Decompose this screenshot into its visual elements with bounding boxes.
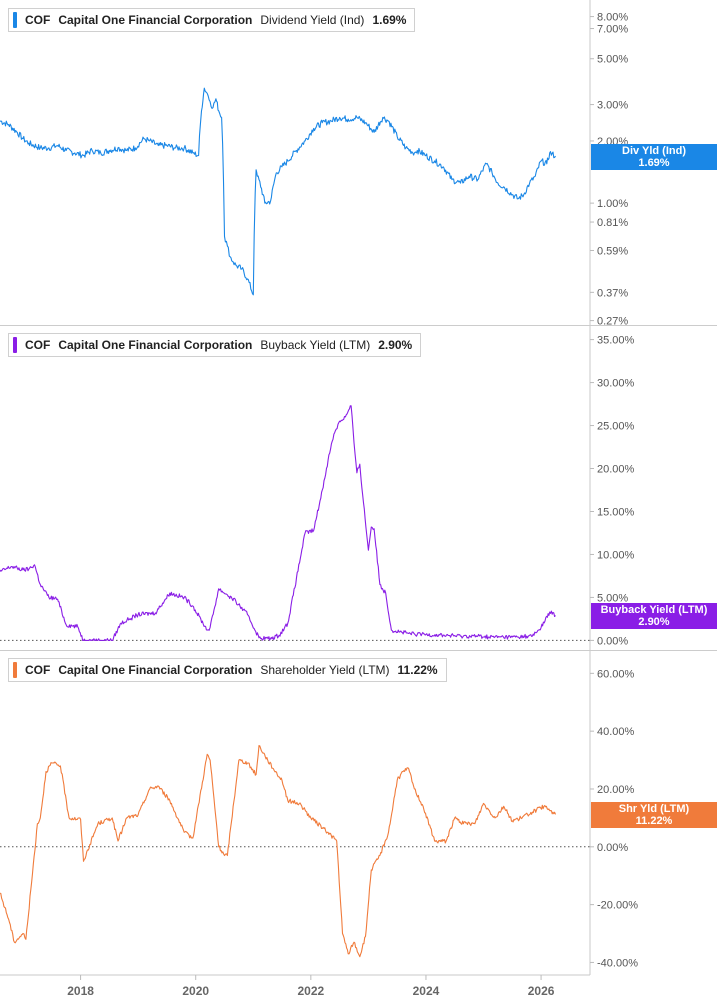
y-tick-label: 25.00% — [597, 421, 635, 433]
legend-box: COF Capital One Financial Corporation Buyb… — [8, 333, 422, 357]
series-line — [0, 745, 557, 958]
x-tick-label: 2024 — [413, 984, 440, 998]
y-tick-label: -40.00% — [597, 957, 638, 969]
legend-color-swatch — [13, 337, 17, 353]
y-tick-label: 1.00% — [597, 198, 628, 210]
series-line — [0, 405, 556, 641]
y-tick-label: 15.00% — [597, 506, 635, 518]
y-tick-label: 10.00% — [597, 549, 635, 561]
y-tick-label: 3.00% — [597, 100, 628, 112]
legend-box: COF Capital One Financial Corporation Divi… — [8, 8, 416, 32]
y-tick-label: 0.37% — [597, 287, 628, 299]
y-tick-label: 35.00% — [597, 335, 635, 347]
legend-value: 2.90% — [378, 338, 413, 352]
flag-value: 1.69% — [638, 157, 670, 170]
y-tick-label: 0.59% — [597, 245, 628, 257]
flag-value: 2.90% — [638, 616, 670, 629]
legend-value: 11.22% — [397, 663, 438, 677]
y-tick-label: 20.00% — [597, 784, 635, 796]
flag-label: Buyback Yield (LTM) — [600, 604, 708, 617]
x-tick-label: 2026 — [528, 984, 555, 998]
x-tick-label: 2018 — [67, 984, 94, 998]
series-line — [0, 87, 556, 296]
legend-metric: Shareholder Yield (LTM) — [260, 663, 390, 677]
legend-metric: Buyback Yield (LTM) — [260, 338, 371, 352]
legend-company: Capital One Financial Corporation — [58, 663, 253, 677]
y-tick-label: 30.00% — [597, 378, 635, 390]
x-tick-label: 2022 — [297, 984, 324, 998]
y-tick-label: 0.81% — [597, 217, 628, 229]
y-tick-label: 5.00% — [597, 54, 628, 66]
legend-metric: Dividend Yield (Ind) — [260, 13, 365, 27]
legend-ticker: COF — [25, 338, 51, 352]
flag-label: Shr Yld (LTM) — [618, 803, 690, 816]
current-value-flag: Buyback Yield (LTM) 2.90% — [591, 603, 717, 630]
y-tick-label: 60.00% — [597, 668, 635, 680]
legend-value: 1.69% — [372, 13, 407, 27]
y-tick-label: 0.00% — [597, 842, 628, 854]
y-tick-label: 7.00% — [597, 24, 628, 36]
legend-company: Capital One Financial Corporation — [58, 13, 253, 27]
y-tick-label: 0.00% — [597, 635, 628, 647]
current-value-flag: Div Yld (Ind) 1.69% — [591, 144, 717, 171]
flag-label: Div Yld (Ind) — [622, 145, 686, 158]
y-tick-label: 8.00% — [597, 12, 628, 24]
current-value-flag: Shr Yld (LTM) 11.22% — [591, 802, 717, 829]
legend-ticker: COF — [25, 13, 51, 27]
legend-box: COF Capital One Financial Corporation Shar… — [8, 658, 447, 682]
x-tick-label: 2020 — [182, 984, 209, 998]
y-tick-label: 20.00% — [597, 464, 635, 476]
y-tick-label: -20.00% — [597, 900, 638, 912]
legend-company: Capital One Financial Corporation — [58, 338, 253, 352]
y-tick-label: 40.00% — [597, 726, 635, 738]
legend-color-swatch — [13, 662, 17, 678]
y-tick-label: 0.27% — [597, 316, 628, 328]
legend-color-swatch — [13, 12, 17, 28]
legend-ticker: COF — [25, 663, 51, 677]
flag-value: 11.22% — [635, 815, 673, 828]
y-tick-label: 5.00% — [597, 592, 628, 604]
